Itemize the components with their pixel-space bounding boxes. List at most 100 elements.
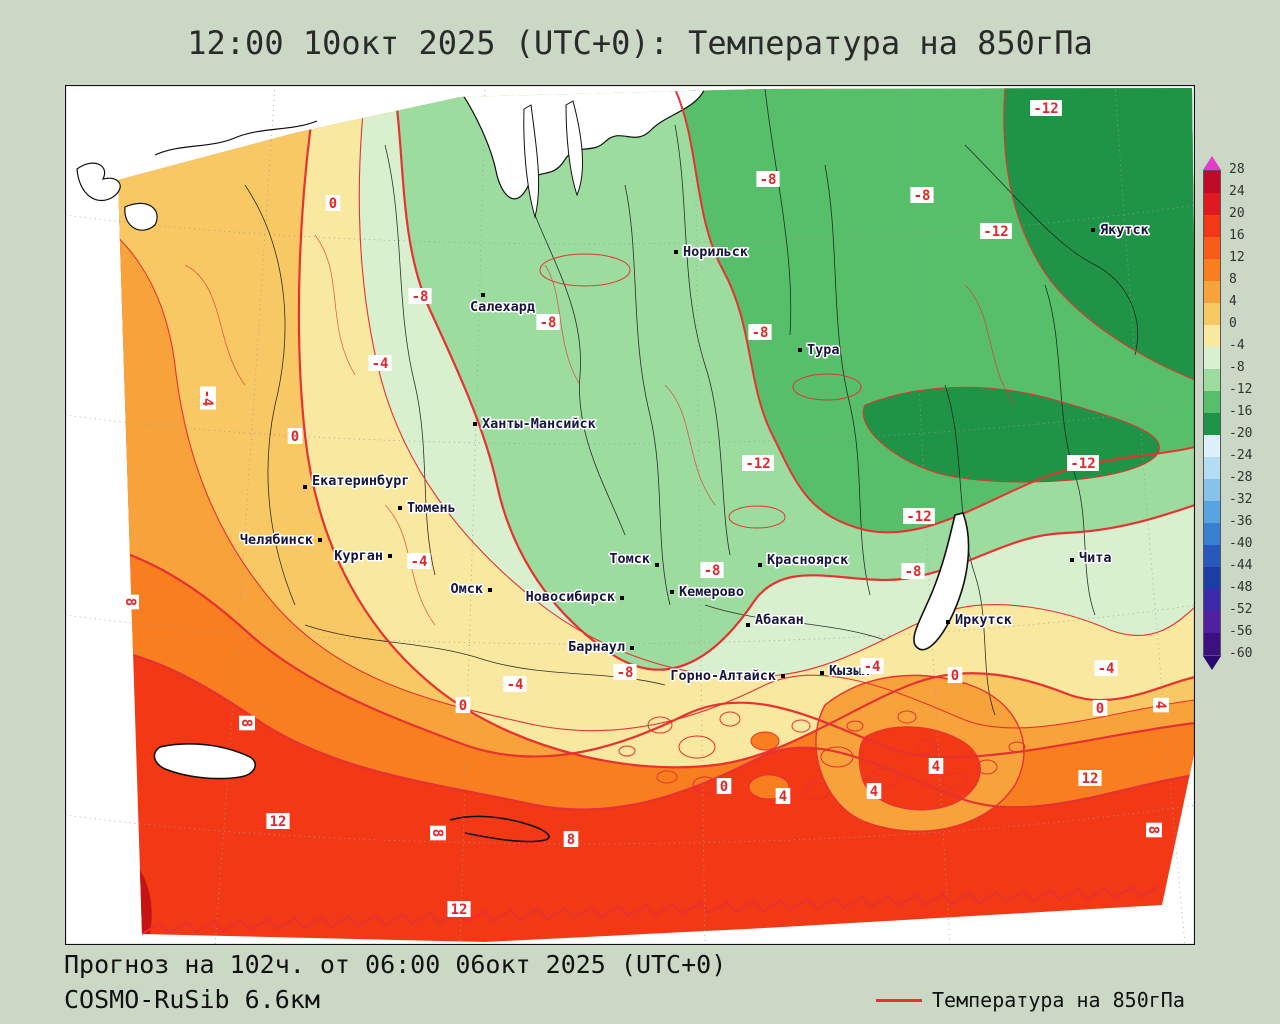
colorbar-band xyxy=(1204,413,1220,435)
map-title: 12:00 10окт 2025 (UTC+0): Температура на… xyxy=(187,24,1093,62)
svg-text:4: 4 xyxy=(932,759,940,775)
contour-label: 0 xyxy=(455,697,471,714)
contour-label: -12 xyxy=(742,455,774,472)
contour-label: -8 xyxy=(613,664,637,681)
svg-text:-4: -4 xyxy=(411,554,428,570)
svg-text:0: 0 xyxy=(720,779,728,795)
map-frame xyxy=(65,85,1195,945)
city-label: Горно-Алтайск xyxy=(670,668,776,684)
colorbar-band xyxy=(1204,347,1220,369)
svg-text:12: 12 xyxy=(1082,771,1099,787)
city-marker: Тура xyxy=(798,341,841,360)
svg-text:8: 8 xyxy=(1145,826,1161,834)
colorbar-band xyxy=(1204,457,1220,479)
city-label: Омск xyxy=(450,581,483,597)
city-marker: Тюмень xyxy=(398,499,457,518)
city-label: Норильск xyxy=(683,244,748,260)
contour-label: 0 xyxy=(325,195,341,212)
map-labels: Норильск Салехард Тура Якутск Ханты-Мансийск… xyxy=(122,100,1169,918)
lake-balkhash xyxy=(153,743,256,780)
svg-text:-4: -4 xyxy=(199,390,215,407)
city-label: Иркутск xyxy=(955,612,1012,628)
city-label: Ханты-Мансийск xyxy=(482,416,596,432)
svg-text:-4: -4 xyxy=(1098,661,1115,677)
svg-text:-4: -4 xyxy=(864,659,881,675)
city-label: Екатеринбург xyxy=(312,473,410,489)
svg-text:-4: -4 xyxy=(507,677,524,693)
domain-edge-sawtooth xyxy=(141,885,1160,935)
city-label: Красноярск xyxy=(767,552,848,568)
colorbar-band xyxy=(1204,215,1220,237)
contour-label: 0 xyxy=(287,428,303,445)
contour-label: -4 xyxy=(199,386,216,410)
colorbar-band xyxy=(1204,303,1220,325)
city-marker: Омск xyxy=(449,580,492,599)
contour-label: 8 xyxy=(122,594,139,610)
city-label: Кызыл xyxy=(829,663,870,679)
colorbar-tick-label: -32 xyxy=(1229,492,1253,507)
contour-label: 0 xyxy=(947,667,963,684)
svg-text:-8: -8 xyxy=(905,564,922,580)
colorbar-band xyxy=(1204,611,1220,633)
svg-text:-4: -4 xyxy=(372,356,389,372)
city-marker: Новосибирск xyxy=(524,588,624,607)
weather-map: Норильск Салехард Тура Якутск Ханты-Мансийск… xyxy=(65,85,1195,945)
svg-text:0: 0 xyxy=(1096,701,1104,717)
contour-label: 4 xyxy=(775,788,791,805)
contour-label: -12 xyxy=(1067,455,1099,472)
colorbar-bottom-triangle xyxy=(1203,656,1221,670)
colorbar-tick-label: -20 xyxy=(1229,426,1253,441)
contour-label: 8 xyxy=(563,831,579,848)
colorbar-tick-label: 8 xyxy=(1229,272,1237,287)
contour-label: 12 xyxy=(266,813,290,830)
lake-baikal xyxy=(913,512,970,651)
svg-text:8: 8 xyxy=(567,832,575,848)
legend-line-sample xyxy=(876,998,922,1002)
contour-label: -8 xyxy=(756,171,780,188)
graticule xyxy=(65,85,1195,945)
colorbar-tick-label: 16 xyxy=(1229,228,1245,243)
svg-text:12: 12 xyxy=(451,902,468,918)
city-label: Якутск xyxy=(1100,222,1149,238)
colorbar-band xyxy=(1204,325,1220,347)
svg-text:8: 8 xyxy=(122,598,138,606)
contour-label: 4 xyxy=(1152,697,1169,713)
city-marker: Горно-Алтайск xyxy=(669,667,785,686)
city-marker: Кемерово xyxy=(670,583,746,602)
city-marker: Абакан xyxy=(746,611,805,630)
city-label: Челябинск xyxy=(240,532,313,548)
city-marker: Томск xyxy=(608,550,659,569)
svg-text:-8: -8 xyxy=(704,563,721,579)
colorbar-tick-label: -24 xyxy=(1229,448,1253,463)
colorbar-band xyxy=(1204,391,1220,413)
contour-label: -4 xyxy=(407,553,431,570)
city-label: Тюмень xyxy=(407,500,456,516)
colorbar-band xyxy=(1204,567,1220,589)
colorbar-top-triangle xyxy=(1203,156,1221,170)
colorbar-band xyxy=(1204,193,1220,215)
city-marker: Ханты-Мансийск xyxy=(473,415,597,434)
colorbar-tick-label: 4 xyxy=(1229,294,1237,309)
svg-text:-12: -12 xyxy=(983,224,1008,240)
svg-text:-8: -8 xyxy=(617,665,634,681)
contour-label: 0 xyxy=(1092,700,1108,717)
contour-label: -8 xyxy=(408,288,432,305)
colorbar-band xyxy=(1204,259,1220,281)
colorbar-tick-label: 12 xyxy=(1229,250,1245,265)
contour-label: -4 xyxy=(860,658,884,675)
temperature-contours xyxy=(118,88,1195,832)
lake-zaysan xyxy=(449,815,550,843)
colorbar-band xyxy=(1204,171,1220,193)
svg-text:-12: -12 xyxy=(1070,456,1095,472)
model-info: COSMO-RuSib 6.6км xyxy=(64,985,320,1014)
contour-label: -12 xyxy=(903,508,935,525)
city-marker: Курган xyxy=(333,547,392,566)
colorbar-tick-label: -8 xyxy=(1229,360,1245,375)
admin-boundaries xyxy=(244,88,1138,716)
contour-label: 12 xyxy=(1078,770,1102,787)
contour-label: -12 xyxy=(980,223,1012,240)
city-marker: Салехард xyxy=(469,293,537,317)
contour-label: 4 xyxy=(866,783,882,800)
colorbar-bands xyxy=(1203,170,1221,656)
colorbar-tick-label: -48 xyxy=(1229,580,1253,595)
